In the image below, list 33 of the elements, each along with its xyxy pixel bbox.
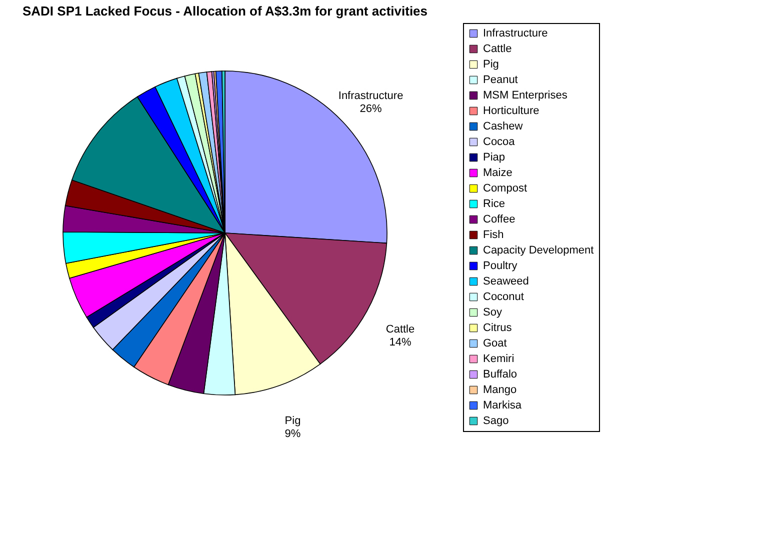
legend-label: Sago — [483, 415, 509, 427]
legend-label: MSM Enterprises — [483, 90, 568, 102]
legend-label: Citrus — [483, 322, 512, 334]
legend-label: Goat — [483, 338, 507, 350]
slice-label: Cattle — [386, 323, 415, 336]
legend-label: Capacity Development — [483, 244, 594, 256]
legend-label: Fish — [483, 229, 504, 241]
legend-label: Infrastructure — [483, 28, 548, 40]
legend-label: Horticulture — [483, 105, 540, 117]
legend-label: Maize — [483, 167, 512, 179]
legend-label: Cattle — [483, 43, 512, 55]
legend-label: Mango — [483, 384, 517, 396]
legend-label: Soy — [483, 306, 502, 318]
legend-label: Poultry — [483, 260, 518, 272]
slice-label: Pig — [284, 415, 301, 428]
legend-label: Pig — [483, 58, 499, 70]
legend-label: Buffalo — [483, 368, 518, 380]
legend-label: Coffee — [483, 214, 516, 226]
data-label: 14% — [389, 336, 412, 348]
legend-label: Kemiri — [483, 353, 514, 365]
legend-label: Rice — [483, 198, 506, 210]
data-label: 26% — [360, 103, 382, 116]
legend-label: Seaweed — [483, 276, 529, 288]
data-label: 9% — [284, 428, 301, 440]
legend-label: Cocoa — [483, 136, 516, 148]
legend-label: Markisa — [483, 400, 522, 412]
legend-label: Coconut — [483, 291, 524, 303]
chart-title: SADI SP1 Lacked Focus - Allocation of A$3.3m for grant activities — [22, 4, 428, 18]
legend-label: Compost — [483, 182, 528, 194]
legend-label: Peanut — [483, 74, 518, 86]
slice-label: Infrastructure — [338, 90, 404, 102]
legend-label: Piap — [483, 152, 506, 164]
legend-label: Cashew — [483, 120, 523, 132]
